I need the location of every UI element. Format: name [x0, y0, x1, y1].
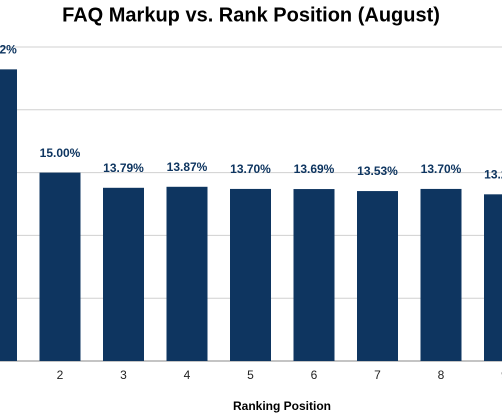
- value-label: 13.70%: [421, 162, 462, 176]
- bar: [293, 189, 335, 361]
- value-label: 23.22%: [0, 43, 17, 57]
- value-label: 13.87%: [167, 160, 208, 174]
- x-tick-label: 3: [120, 368, 127, 382]
- x-axis-title: Ranking Position: [233, 399, 331, 413]
- value-label: 13.79%: [103, 161, 144, 175]
- x-tick-label: 4: [184, 368, 191, 382]
- value-label: 13.70%: [230, 162, 271, 176]
- x-tick-label: 2: [57, 368, 64, 382]
- x-tick-label: 7: [374, 368, 381, 382]
- value-label: 13.69%: [294, 162, 335, 176]
- bar: [484, 194, 502, 361]
- x-tick-label: 5: [247, 368, 254, 382]
- bar: [420, 188, 462, 361]
- value-label: 13.27%: [484, 168, 502, 182]
- value-label: 15.00%: [40, 146, 81, 160]
- bar: [39, 172, 81, 361]
- chart-title: FAQ Markup vs. Rank Position (August): [62, 4, 440, 26]
- x-tick-label: 8: [438, 368, 445, 382]
- bar: [103, 187, 144, 361]
- bar: [230, 188, 271, 361]
- bar: [357, 191, 398, 361]
- x-tick-label: 6: [311, 368, 318, 382]
- bar: [166, 186, 208, 361]
- bar: [0, 69, 17, 361]
- value-label: 13.53%: [357, 164, 398, 178]
